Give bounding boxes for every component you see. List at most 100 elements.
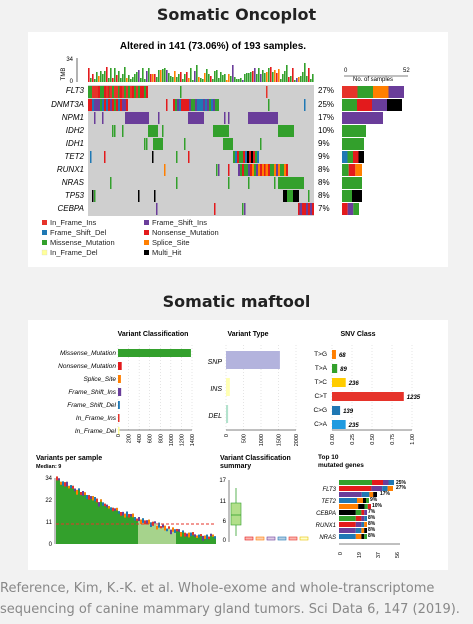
oncoplot-cell xyxy=(198,112,200,124)
top10-bars xyxy=(339,480,394,539)
vps-bar xyxy=(196,535,198,544)
top10-pct-5: 7% xyxy=(368,509,376,515)
tmb-bar xyxy=(276,73,278,82)
vps-bar-cap xyxy=(96,498,98,503)
oncoplot-cell xyxy=(260,164,262,176)
oncoplot-cell xyxy=(152,125,154,137)
vc-label-missense: Missense_Mutation xyxy=(60,350,116,357)
vps-bar xyxy=(78,488,80,544)
tmb-bar xyxy=(258,68,260,82)
oncoplot-cell xyxy=(280,177,282,189)
top10-bar-segment xyxy=(355,510,362,515)
oncoplot-cell xyxy=(118,86,120,98)
oncoplot-cell xyxy=(146,138,148,150)
oncoplot-cell xyxy=(100,99,102,111)
oncoplot-cells xyxy=(88,86,314,215)
axis-tick: 500 xyxy=(242,434,248,443)
oncoplot-cell xyxy=(112,125,114,137)
oncoplot-cell xyxy=(241,151,243,163)
vps-bar xyxy=(126,511,128,544)
vps-bar xyxy=(102,502,104,544)
vps-tick-34: 34 xyxy=(45,476,52,482)
oncoplot-cell xyxy=(266,112,268,124)
tmb-bar xyxy=(156,77,158,82)
vps-bar xyxy=(156,525,158,544)
tmb-bar xyxy=(206,69,208,82)
tmb-bar xyxy=(228,74,230,82)
gene-frequency-bar-segment xyxy=(357,86,373,98)
bar xyxy=(118,414,120,422)
oncoplot-cell xyxy=(280,164,282,176)
vps-bar-cap xyxy=(130,513,132,517)
oncoplot-cell xyxy=(238,164,240,176)
vps-bar xyxy=(170,529,172,544)
oncoplot-cell xyxy=(190,112,192,124)
oncoplot-cell xyxy=(223,125,225,137)
tmb-bar xyxy=(280,79,282,82)
tmb-bar xyxy=(246,73,248,82)
gene-percent-npm1: 17% xyxy=(318,113,334,122)
vps-bar xyxy=(158,522,160,544)
oncoplot-cell xyxy=(144,138,146,150)
tmb-bar xyxy=(310,79,312,82)
maftool-figure: Variant Classification Missense_Mutation… xyxy=(28,320,448,570)
top10-tick-0: 0 xyxy=(338,552,344,555)
vcs-box-splice xyxy=(255,536,265,541)
vps-bar xyxy=(84,492,86,544)
gene-percent-dnmt3a: 25% xyxy=(318,100,334,109)
tmb-bar xyxy=(198,77,200,82)
bar xyxy=(332,378,346,387)
tmb-bar xyxy=(232,65,234,82)
tmb-bar xyxy=(92,74,94,82)
oncoplot-cell xyxy=(134,86,136,98)
oncoplot-cell xyxy=(133,112,135,124)
tmb-bar xyxy=(302,72,304,82)
oncoplot-cell xyxy=(221,125,223,137)
snv-label-cg: C>G xyxy=(313,407,327,414)
oncoplot-cell xyxy=(284,125,286,137)
vps-bar-cap xyxy=(66,481,68,487)
tmb-bar xyxy=(274,70,276,82)
top10-bar-segment xyxy=(355,528,362,533)
vps-bar xyxy=(86,495,88,544)
tmb-bar xyxy=(214,71,216,82)
vps-bar xyxy=(122,511,124,544)
oncoplot-cell xyxy=(122,86,124,98)
axis-tick: 400 xyxy=(137,434,143,443)
vps-bar xyxy=(94,497,96,544)
oncoplot-cell xyxy=(215,99,217,111)
gene-percent-runx1: 8% xyxy=(318,165,330,174)
oncoplot-cell xyxy=(268,164,270,176)
vps-bar-cap xyxy=(190,532,192,537)
oncoplot-cell xyxy=(298,203,300,215)
bar xyxy=(118,427,120,435)
vps-bar-cap xyxy=(134,517,136,521)
vc-label-splice: Splice_Site xyxy=(83,376,116,383)
oncoplot-cell xyxy=(282,177,284,189)
top10-bar-segment xyxy=(387,486,393,491)
top10-title-2: mutated genes xyxy=(318,462,364,469)
bar xyxy=(332,350,336,359)
gene-frequency-bars xyxy=(342,86,404,215)
vps-bar xyxy=(70,485,72,544)
gene-percent-tet2: 9% xyxy=(318,152,330,161)
tmb-bar xyxy=(264,73,266,82)
tmb-bar xyxy=(224,74,226,82)
oncoplot-cell xyxy=(116,99,118,111)
gene-label-cebpa: CEBPA xyxy=(57,204,84,213)
oncoplot-cell xyxy=(157,138,159,150)
oncoplot-cell xyxy=(216,164,218,176)
oncoplot-cell xyxy=(219,125,221,137)
oncoplot-cell xyxy=(202,112,204,124)
gene-percent-flt3: 27% xyxy=(318,86,334,95)
oncoplot-cell xyxy=(114,125,116,137)
tmb-bar xyxy=(162,69,164,82)
gene-frequency-bar-segment xyxy=(342,164,349,176)
legend-label-splice-site: Splice_Site xyxy=(152,238,190,247)
oncoplot-cell xyxy=(254,112,256,124)
vps-bars xyxy=(56,476,216,544)
oncoplot-cell xyxy=(108,86,110,98)
tmb-bar xyxy=(260,74,262,82)
oncoplot-cell xyxy=(164,164,166,176)
gene-label-runx1: RUNX1 xyxy=(57,165,84,174)
